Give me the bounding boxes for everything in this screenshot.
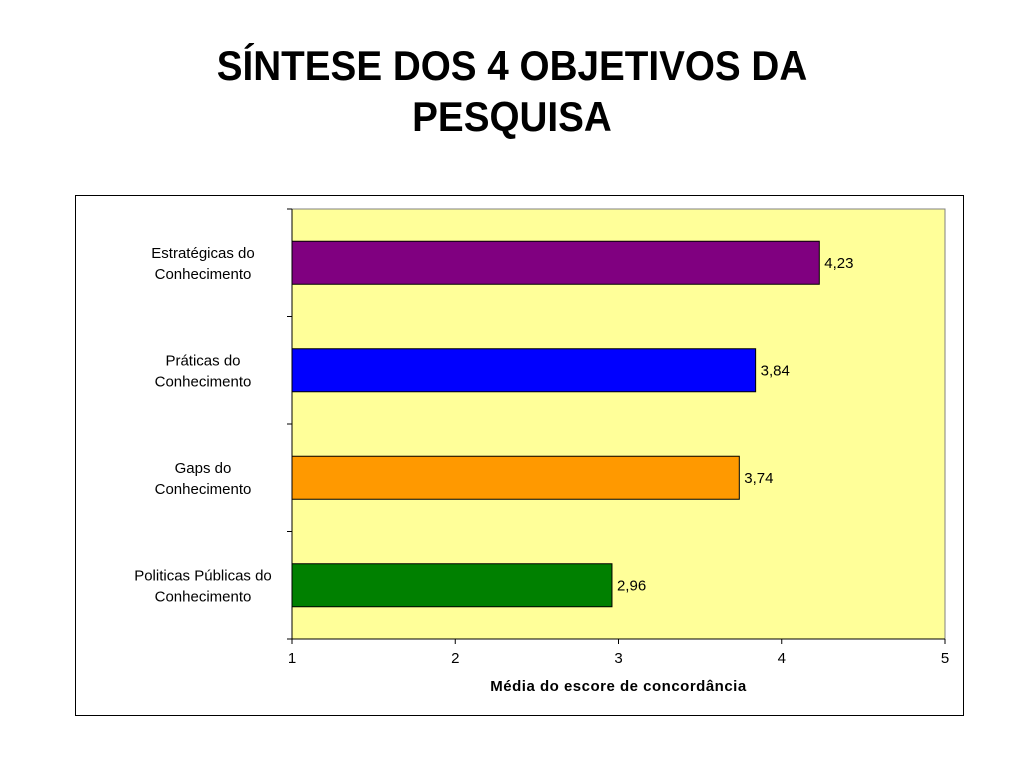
chart-frame: 1 2 3 4 5 Média do escore de concordância 4,23… <box>75 195 964 716</box>
y-category-label-line: Gaps do <box>175 460 232 477</box>
y-category-label-line: Práticas do <box>165 352 240 369</box>
bar <box>291 348 757 393</box>
y-category-label: Politicas Públicas do Conhecimento <box>134 567 272 605</box>
bar <box>291 455 740 500</box>
bar <box>291 240 820 285</box>
slide-title-line-2: PESQUISA <box>412 93 612 140</box>
y-category-label-line: Conhecimento <box>155 266 252 283</box>
y-category-label: Práticas do Conhecimento <box>155 352 252 390</box>
x-tick-label: 1 <box>288 650 296 667</box>
data-label: 3,84 <box>761 362 790 379</box>
y-category-label-line: Estratégicas do <box>151 245 254 262</box>
y-category-label: Estratégicas do Conhecimento <box>151 245 254 283</box>
slide-title-line-1: SÍNTESE DOS 4 OBJETIVOS DA <box>216 42 808 89</box>
data-label: 2,96 <box>617 577 646 594</box>
y-category-label-line: Conhecimento <box>155 588 252 605</box>
x-axis-title: Média do escore de concordância <box>490 678 747 695</box>
y-category-label-line: Politicas Públicas do <box>134 567 272 584</box>
y-category-label: Gaps do Conhecimento <box>155 460 252 498</box>
data-label: 3,74 <box>744 470 773 487</box>
slide-title: SÍNTESE DOS 4 OBJETIVOS DA PESQUISA <box>41 40 983 142</box>
x-tick-label: 4 <box>778 650 786 667</box>
x-tick-label: 5 <box>941 650 949 667</box>
y-category-label-line: Conhecimento <box>155 373 252 390</box>
y-category-label-line: Conhecimento <box>155 481 252 498</box>
x-tick-label: 3 <box>614 650 622 667</box>
data-label: 4,23 <box>824 255 853 272</box>
bar-chart: 1 2 3 4 5 Média do escore de concordância 4,23… <box>134 208 949 695</box>
bar <box>291 563 613 608</box>
x-tick-label: 2 <box>451 650 459 667</box>
